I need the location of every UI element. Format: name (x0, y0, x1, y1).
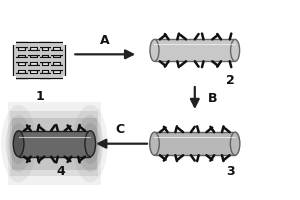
Ellipse shape (6, 115, 31, 172)
Ellipse shape (231, 39, 240, 61)
Text: 2: 2 (226, 74, 235, 87)
Ellipse shape (9, 123, 28, 164)
Ellipse shape (81, 123, 100, 164)
Text: C: C (116, 123, 125, 136)
Ellipse shape (230, 132, 240, 155)
Ellipse shape (77, 115, 103, 172)
Polygon shape (154, 132, 235, 155)
Ellipse shape (1, 105, 36, 182)
Text: 1: 1 (35, 90, 44, 103)
Text: A: A (100, 34, 110, 47)
Polygon shape (12, 118, 97, 170)
Ellipse shape (85, 131, 96, 157)
Text: 3: 3 (226, 165, 235, 178)
Polygon shape (154, 39, 235, 61)
Ellipse shape (13, 131, 24, 157)
Polygon shape (8, 102, 101, 185)
Polygon shape (19, 131, 90, 157)
Text: B: B (208, 92, 218, 105)
Text: 4: 4 (56, 165, 65, 178)
Ellipse shape (150, 39, 159, 61)
Polygon shape (11, 111, 98, 176)
Ellipse shape (73, 105, 108, 182)
Ellipse shape (150, 132, 159, 155)
